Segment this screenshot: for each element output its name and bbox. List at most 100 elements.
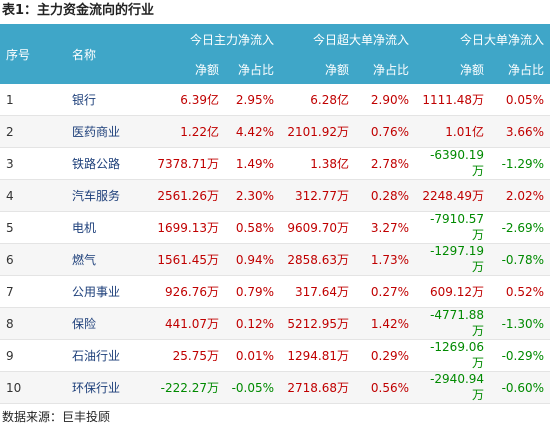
- title: 表1：主力资金流向的行业: [2, 3, 155, 18]
- value-cell: -1297.19万: [415, 243, 491, 276]
- value-cell: 1.73%: [355, 243, 416, 276]
- table-row: 2 医药商业 1.22亿 4.42% 2101.92万 0.76% 1.01亿 3.66%: [0, 115, 550, 148]
- value-cell: 317.64万: [280, 275, 356, 308]
- value-cell: 2.30%: [225, 179, 281, 212]
- name-cell: 医药商业: [58, 115, 150, 148]
- value-cell: 0.29%: [355, 339, 416, 372]
- table-row: 8 保险 441.07万 0.12% 5212.95万 1.42% -4771.88万 -1.…: [0, 307, 550, 340]
- value-cell: 1.49%: [225, 147, 281, 180]
- value-cell: 2.78%: [355, 147, 416, 180]
- header-cell: 净额: [150, 54, 225, 84]
- value-cell: 2.95%: [225, 84, 281, 116]
- value-cell: 926.76万: [150, 275, 225, 308]
- table-header: 序号 名称 今日主力净流入 今日超大单净流入 今日大单净流入 净额 净占比 净额 净占…: [0, 24, 550, 84]
- value-cell: 4.42%: [225, 115, 281, 148]
- table-row: 3 铁路公路 7378.71万 1.49% 1.38亿 2.78% -6390.19万 -1.…: [0, 147, 550, 180]
- index-cell: 10: [0, 371, 58, 404]
- value-cell: -222.27万: [150, 371, 225, 404]
- value-cell: -1269.06万: [415, 339, 491, 372]
- index-cell: 8: [0, 307, 58, 340]
- table-row: 9 石油行业 25.75万 0.01% 1294.81万 0.29% -1269.06万 -0…: [0, 339, 550, 372]
- value-cell: -2.69%: [490, 211, 550, 244]
- name-cell: 银行: [58, 84, 150, 116]
- name-cell: 铁路公路: [58, 147, 150, 180]
- value-cell: -7910.57万: [415, 211, 491, 244]
- value-cell: 2.02%: [490, 179, 550, 212]
- value-cell: 2101.92万: [280, 115, 356, 148]
- name-cell: 公用事业: [58, 275, 150, 308]
- value-cell: 1699.13万: [150, 211, 225, 244]
- value-cell: -0.78%: [490, 243, 550, 276]
- value-cell: 0.79%: [225, 275, 281, 308]
- value-cell: 6.39亿: [150, 84, 225, 116]
- name-cell: 保险: [58, 307, 150, 340]
- value-cell: 0.76%: [355, 115, 416, 148]
- flow-table: 序号 名称 今日主力净流入 今日超大单净流入 今日大单净流入 净额 净占比 净额 净占…: [0, 24, 550, 404]
- value-cell: -0.05%: [225, 371, 281, 404]
- name-cell: 石油行业: [58, 339, 150, 372]
- index-cell: 3: [0, 147, 58, 180]
- name-cell: 环保行业: [58, 371, 150, 404]
- table-row: 5 电机 1699.13万 0.58% 9609.70万 3.27% -7910.57万 -2…: [0, 211, 550, 244]
- index-cell: 1: [0, 84, 58, 116]
- index-cell: 7: [0, 275, 58, 308]
- value-cell: 1.22亿: [150, 115, 225, 148]
- value-cell: -1.30%: [490, 307, 550, 340]
- value-cell: 0.94%: [225, 243, 281, 276]
- name-cell: 燃气: [58, 243, 150, 276]
- value-cell: 0.58%: [225, 211, 281, 244]
- value-cell: 1.42%: [355, 307, 416, 340]
- table-row: 4 汽车服务 2561.26万 2.30% 312.77万 0.28% 2248.49万 2.…: [0, 179, 550, 212]
- value-cell: 0.01%: [225, 339, 281, 372]
- value-cell: 25.75万: [150, 339, 225, 372]
- index-cell: 5: [0, 211, 58, 244]
- value-cell: 3.27%: [355, 211, 416, 244]
- header-cell: 净额: [415, 54, 491, 84]
- value-cell: -0.29%: [490, 339, 550, 372]
- value-cell: 0.05%: [490, 84, 550, 116]
- value-cell: 2561.26万: [150, 179, 225, 212]
- value-cell: 5212.95万: [280, 307, 356, 340]
- table-row: 10 环保行业 -222.27万 -0.05% 2718.68万 0.56% -2940.9…: [0, 371, 550, 404]
- index-cell: 6: [0, 243, 58, 276]
- value-cell: 2248.49万: [415, 179, 491, 212]
- table-row: 1 银行 6.39亿 2.95% 6.28亿 2.90% 1111.48万 0.05%: [0, 84, 550, 116]
- header-cell: 今日超大单净流入: [280, 24, 416, 54]
- value-cell: 441.07万: [150, 307, 225, 340]
- name-cell: 汽车服务: [58, 179, 150, 212]
- header-cell: 净占比: [490, 54, 550, 84]
- value-cell: 0.28%: [355, 179, 416, 212]
- value-cell: 1.01亿: [415, 115, 491, 148]
- value-cell: 1294.81万: [280, 339, 356, 372]
- value-cell: 609.12万: [415, 275, 491, 308]
- header-cell: 净额: [280, 54, 356, 84]
- name-cell: 电机: [58, 211, 150, 244]
- value-cell: 0.27%: [355, 275, 416, 308]
- value-cell: 6.28亿: [280, 84, 356, 116]
- header-cell: 今日大单净流入: [415, 24, 550, 54]
- header-cell: 净占比: [355, 54, 416, 84]
- footer: 数据来源：巨丰投顾: [2, 410, 111, 424]
- value-cell: 0.52%: [490, 275, 550, 308]
- index-cell: 4: [0, 179, 58, 212]
- header-cell: 序号: [0, 24, 58, 84]
- value-cell: 1111.48万: [415, 84, 491, 116]
- value-cell: -0.60%: [490, 371, 550, 404]
- value-cell: -4771.88万: [415, 307, 491, 340]
- index-cell: 9: [0, 339, 58, 372]
- value-cell: 1561.45万: [150, 243, 225, 276]
- value-cell: 0.12%: [225, 307, 281, 340]
- header-cell: 今日主力净流入: [150, 24, 281, 54]
- header-cell: 净占比: [225, 54, 281, 84]
- value-cell: 7378.71万: [150, 147, 225, 180]
- value-cell: -6390.19万: [415, 147, 491, 180]
- value-cell: 2718.68万: [280, 371, 356, 404]
- value-cell: 0.56%: [355, 371, 416, 404]
- value-cell: 9609.70万: [280, 211, 356, 244]
- value-cell: -1.29%: [490, 147, 550, 180]
- value-cell: 2858.63万: [280, 243, 356, 276]
- value-cell: 1.38亿: [280, 147, 356, 180]
- table-row: 6 燃气 1561.45万 0.94% 2858.63万 1.73% -1297.19万 -0…: [0, 243, 550, 276]
- value-cell: 312.77万: [280, 179, 356, 212]
